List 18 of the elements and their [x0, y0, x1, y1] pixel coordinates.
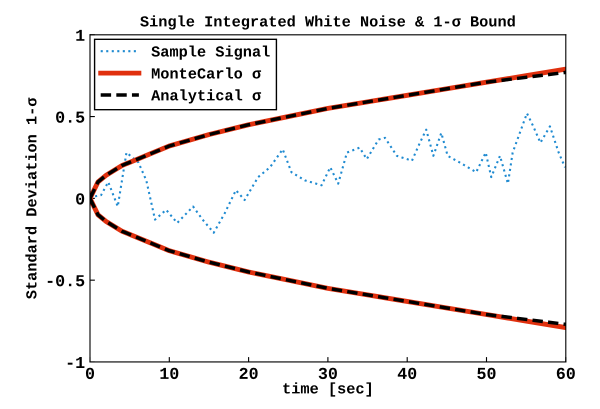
x-tick-label: 20 [240, 368, 258, 380]
y-tick-label: 0 [76, 193, 84, 205]
x-tick-label: 50 [477, 368, 496, 380]
y-axis-title: Standard Deviation 1-σ [25, 98, 37, 299]
x-tick-label: 30 [318, 368, 337, 380]
legend-label: Analytical σ [151, 89, 262, 104]
x-tick-label: 10 [160, 368, 178, 380]
x-axis-title: time [sec] [283, 382, 371, 397]
chart-title: Single Integrated White Noise & 1-σ Bound [140, 15, 515, 30]
x-tick-label: 60 [556, 368, 575, 380]
legend-label: Sample Signal [151, 45, 270, 60]
x-tick-label: 0 [86, 368, 94, 380]
y-tick-label: -0.5 [48, 275, 84, 286]
y-tick-label: -1 [68, 357, 84, 368]
x-tick-label: 40 [398, 368, 416, 380]
legend-label: MonteCarlo σ [152, 67, 262, 79]
y-tick-label: 1 [76, 30, 84, 41]
y-tick-label: 0.5 [56, 111, 84, 123]
